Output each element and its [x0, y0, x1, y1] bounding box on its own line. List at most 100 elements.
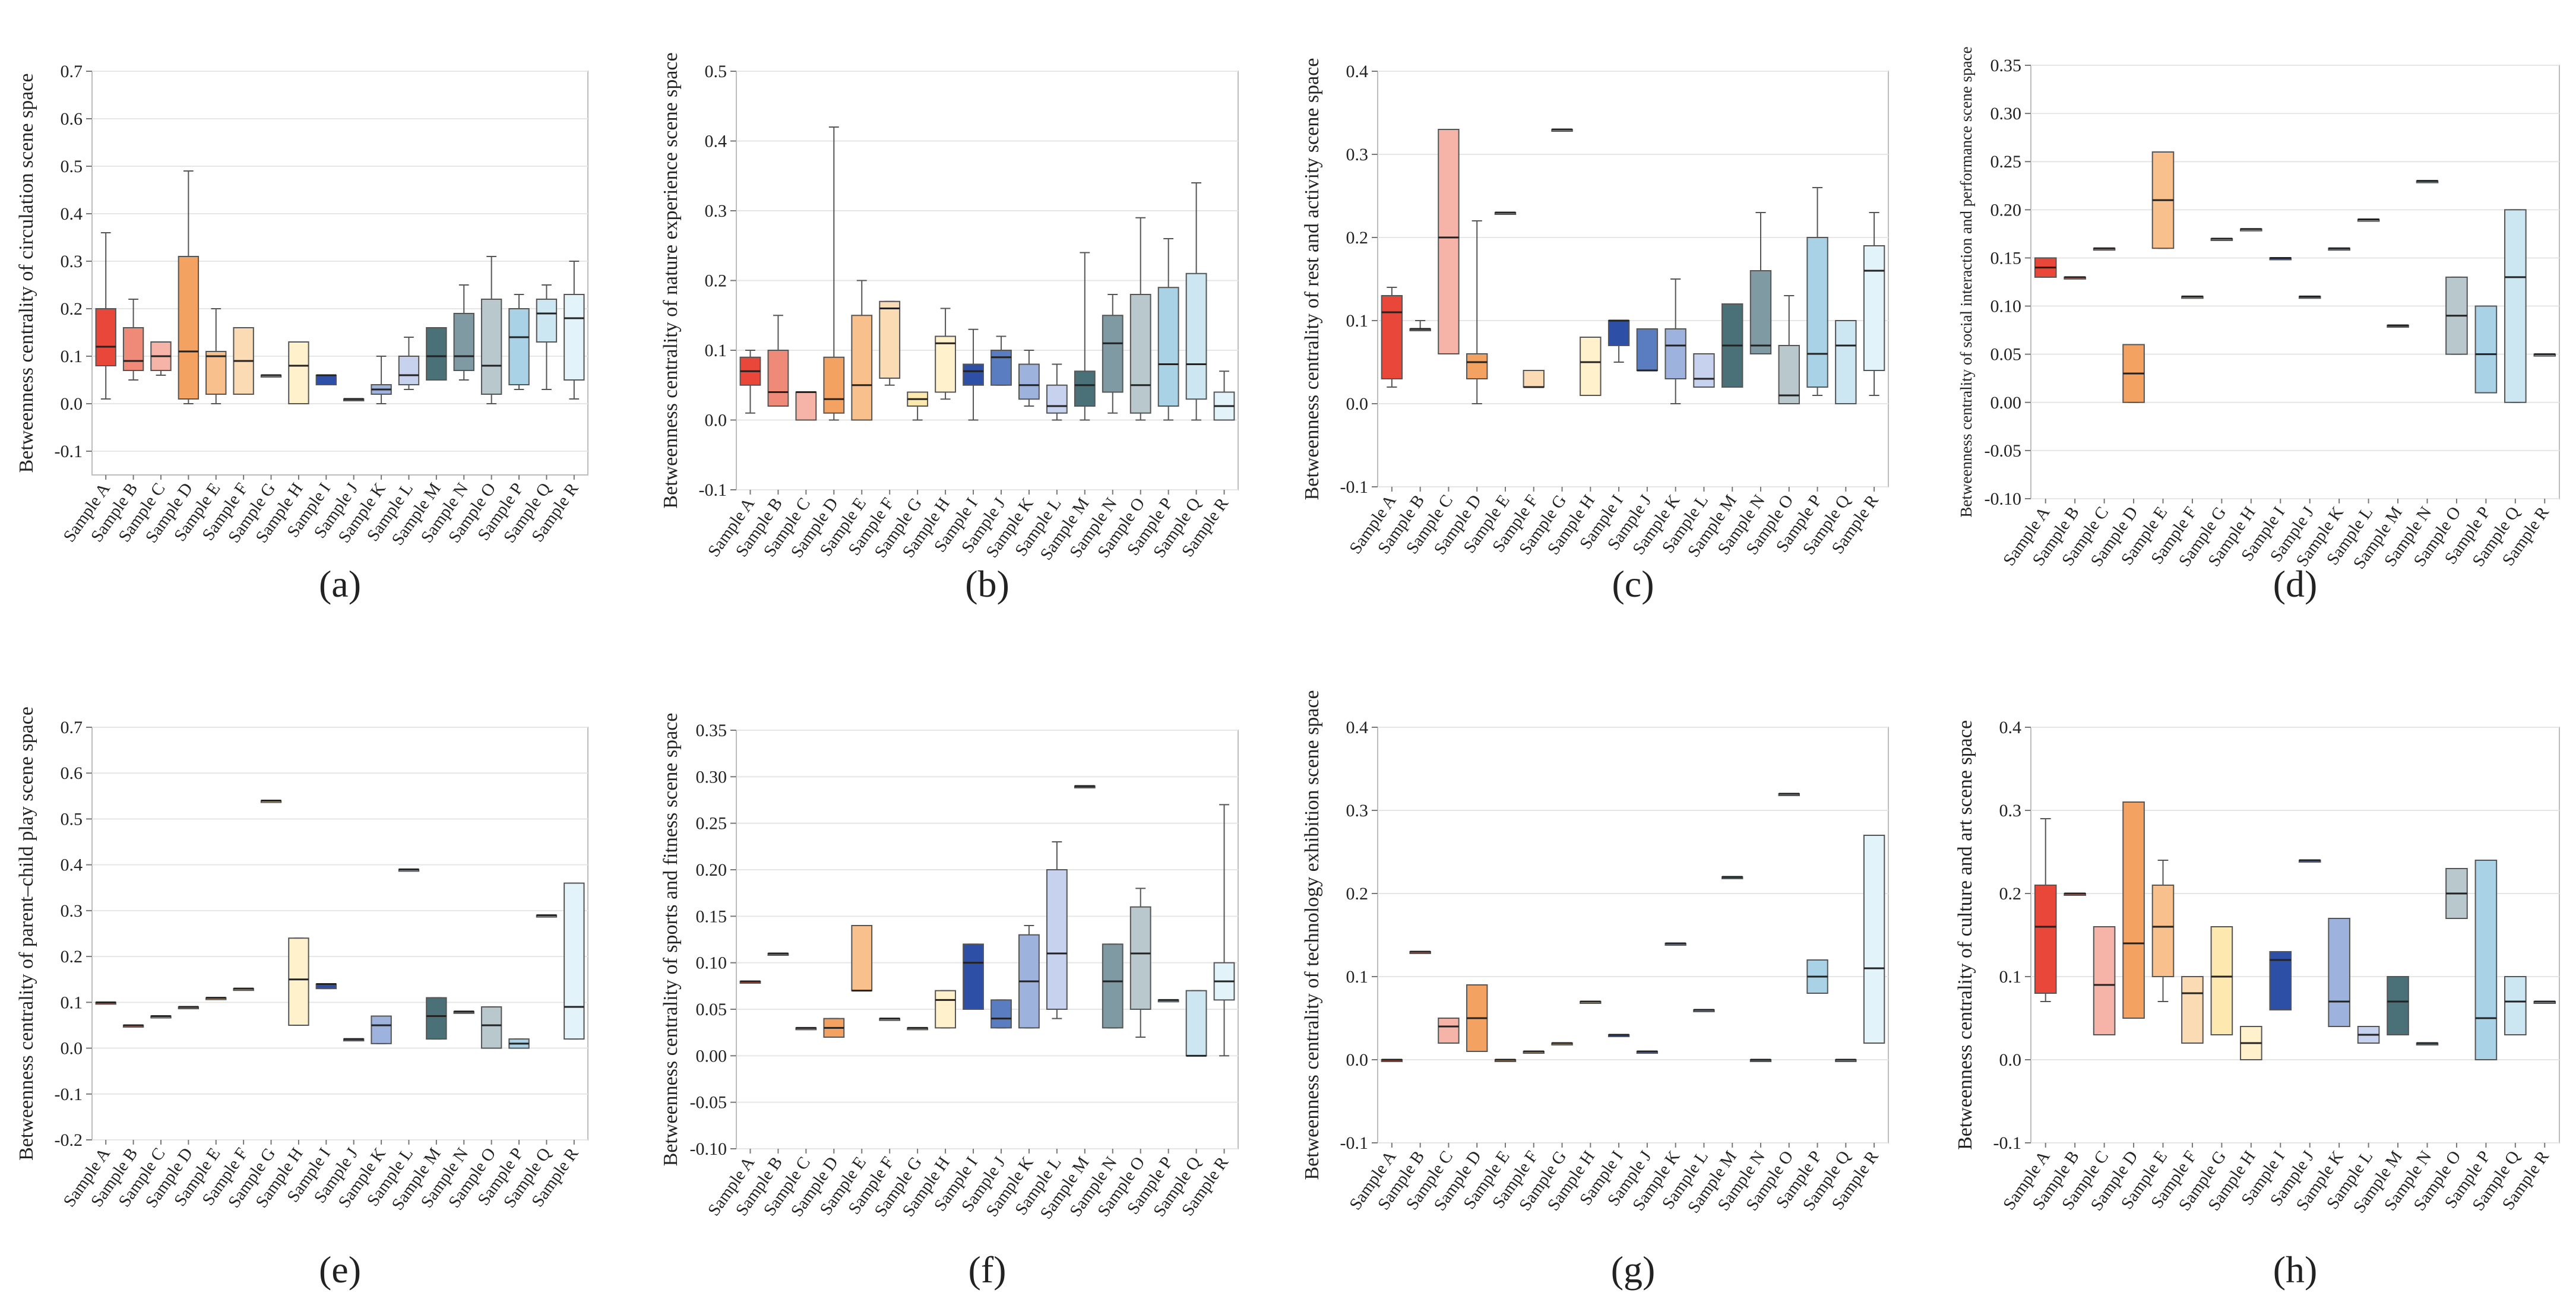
- y-tick-label: 0.5: [705, 62, 727, 81]
- y-tick-label: 0.35: [696, 721, 727, 740]
- box-sample-m: [426, 327, 447, 381]
- y-tick-label: 0.10: [696, 953, 727, 973]
- box-sample-m: [1074, 370, 1096, 407]
- y-tick-label: 0.4: [61, 855, 83, 875]
- box-sample-r: [564, 882, 585, 1040]
- box-sample-q: [536, 299, 558, 343]
- box-sample-r: [1863, 835, 1885, 1044]
- panel-label: (e): [319, 1249, 361, 1291]
- y-tick-label: 0.0: [705, 411, 727, 430]
- y-tick-label: 0.00: [1990, 393, 2022, 413]
- plot-frame: [91, 71, 588, 476]
- box-sample-d: [1466, 353, 1488, 379]
- box-sample-o: [480, 299, 502, 395]
- y-tick-label: 0.6: [61, 763, 83, 783]
- box-sample-q: [2504, 209, 2527, 403]
- box-sample-o: [1778, 345, 1800, 404]
- panel-d: -0.10 -0.05 0.00 0.05 0.10 0.15 0.20 0.25 0.30 0.…: [1957, 46, 2560, 605]
- box-sample-c: [795, 391, 817, 421]
- box-sample-o: [1129, 294, 1151, 414]
- box-sample-c: [1438, 1018, 1460, 1044]
- box-sample-q: [1185, 272, 1207, 400]
- y-tick-label: 0.2: [1999, 884, 2022, 904]
- box-sample-h: [935, 335, 956, 393]
- box-sample-k: [371, 1015, 392, 1044]
- y-axis-label: Betweenness centrality of sports and fit…: [660, 713, 682, 1167]
- box-sample-p: [2474, 860, 2498, 1060]
- box-sample-d: [178, 256, 200, 400]
- y-tick-label: 0.1: [1346, 967, 1369, 987]
- box-sample-b: [122, 327, 144, 371]
- y-tick-label: 0.5: [61, 157, 83, 176]
- panel-f: -0.10 -0.05 0.00 0.05 0.10 0.15 0.20 0.25 0.30 0.…: [660, 713, 1239, 1291]
- y-tick-label: 0.6: [61, 109, 83, 129]
- box-sample-p: [1806, 237, 1828, 388]
- y-axis-label: Betweenness centrality of rest and activ…: [1301, 58, 1323, 500]
- plot-frame: [736, 730, 1239, 1149]
- panel-label: (b): [965, 563, 1009, 605]
- y-tick-label: 0.4: [1346, 718, 1369, 737]
- panel-a: -0.1 0.0 0.1 0.2 0.3 0.4 0.5 0.6 0.7 Betweenness …: [15, 62, 588, 605]
- y-tick-label: 0.0: [1346, 394, 1369, 414]
- box-sample-c: [2093, 926, 2116, 1035]
- box-sample-k: [1018, 363, 1040, 400]
- box-sample-p: [508, 308, 530, 385]
- y-axis-label: Betweenness centrality of nature experie…: [660, 52, 682, 508]
- y-tick-label: 0.3: [1346, 145, 1369, 164]
- box-sample-l: [1046, 384, 1068, 414]
- y-tick-label: 0.5: [61, 809, 83, 829]
- box-sample-l: [1693, 353, 1715, 388]
- y-tick-label: -0.10: [1985, 489, 2022, 509]
- y-tick-label: 0.2: [61, 947, 83, 967]
- y-tick-label: 0.3: [61, 901, 83, 921]
- y-tick-label: 0.4: [1346, 62, 1369, 81]
- y-tick-label: -0.1: [55, 442, 83, 461]
- box-sample-a: [1381, 295, 1403, 379]
- panel-e: -0.2 -0.1 0.0 0.1 0.2 0.3 0.4 0.5 0.6 0.7 Betweenn…: [15, 706, 588, 1291]
- y-tick-label: 0.3: [705, 201, 727, 221]
- y-tick-label: -0.2: [55, 1130, 83, 1150]
- y-axis-label: Betweenness centrality of technology exh…: [1301, 690, 1323, 1180]
- box-sample-q: [2504, 976, 2527, 1035]
- panel-b: -0.1 0.0 0.1 0.2 0.3 0.4 0.5 Betweenness centra…: [660, 52, 1239, 605]
- y-tick-label: -0.1: [699, 480, 727, 500]
- y-tick-label: 0.20: [1990, 200, 2022, 220]
- y-tick-label: 0.7: [61, 62, 83, 81]
- box-sample-l: [398, 356, 420, 385]
- box-sample-i: [315, 375, 337, 385]
- y-tick-label: 0.4: [705, 132, 727, 151]
- box-sample-e: [851, 925, 873, 991]
- y-tick-label: 0.05: [696, 1000, 727, 1019]
- box-sample-d: [823, 356, 845, 414]
- box-sample-o: [1129, 906, 1151, 1010]
- panel-label: (f): [969, 1249, 1007, 1291]
- box-sample-i: [963, 943, 984, 1010]
- y-axis-label: Betweenness centrality of parent–child p…: [15, 706, 37, 1161]
- box-sample-g: [2210, 926, 2233, 1035]
- y-tick-label: 0.20: [696, 860, 727, 880]
- y-tick-label: 0.0: [1346, 1050, 1369, 1070]
- panel-label: (h): [2273, 1249, 2318, 1291]
- panel-c: -0.1 0.0 0.1 0.2 0.3 0.4 Betweenness centralit…: [1301, 58, 1889, 605]
- y-tick-label: 0.2: [705, 271, 727, 291]
- box-sample-i: [2269, 951, 2292, 1010]
- box-sample-o: [480, 1006, 502, 1049]
- box-sample-n: [1102, 943, 1124, 1029]
- plot-frame: [2030, 65, 2560, 499]
- y-tick-label: 0.3: [61, 252, 83, 271]
- panel-g: -0.1 0.0 0.1 0.2 0.3 0.4 Betweenness centralit…: [1301, 690, 1889, 1291]
- y-tick-label: -0.1: [1340, 477, 1369, 497]
- y-tick-label: 0.30: [1990, 104, 2022, 123]
- y-tick-label: -0.10: [690, 1139, 727, 1159]
- box-sample-h: [288, 341, 309, 404]
- y-tick-label: 0.1: [705, 341, 727, 360]
- y-tick-label: 0.35: [1990, 56, 2022, 75]
- panel-h: -0.1 0.0 0.1 0.2 0.3 0.4 Betweenness centralit…: [1954, 718, 2560, 1291]
- box-sample-d: [2122, 801, 2145, 1019]
- box-sample-k: [1664, 328, 1686, 379]
- y-tick-label: 0.3: [1999, 801, 2022, 820]
- y-tick-label: 0.00: [696, 1046, 727, 1066]
- y-tick-label: 0.3: [1346, 801, 1369, 820]
- box-sample-m: [2387, 976, 2409, 1035]
